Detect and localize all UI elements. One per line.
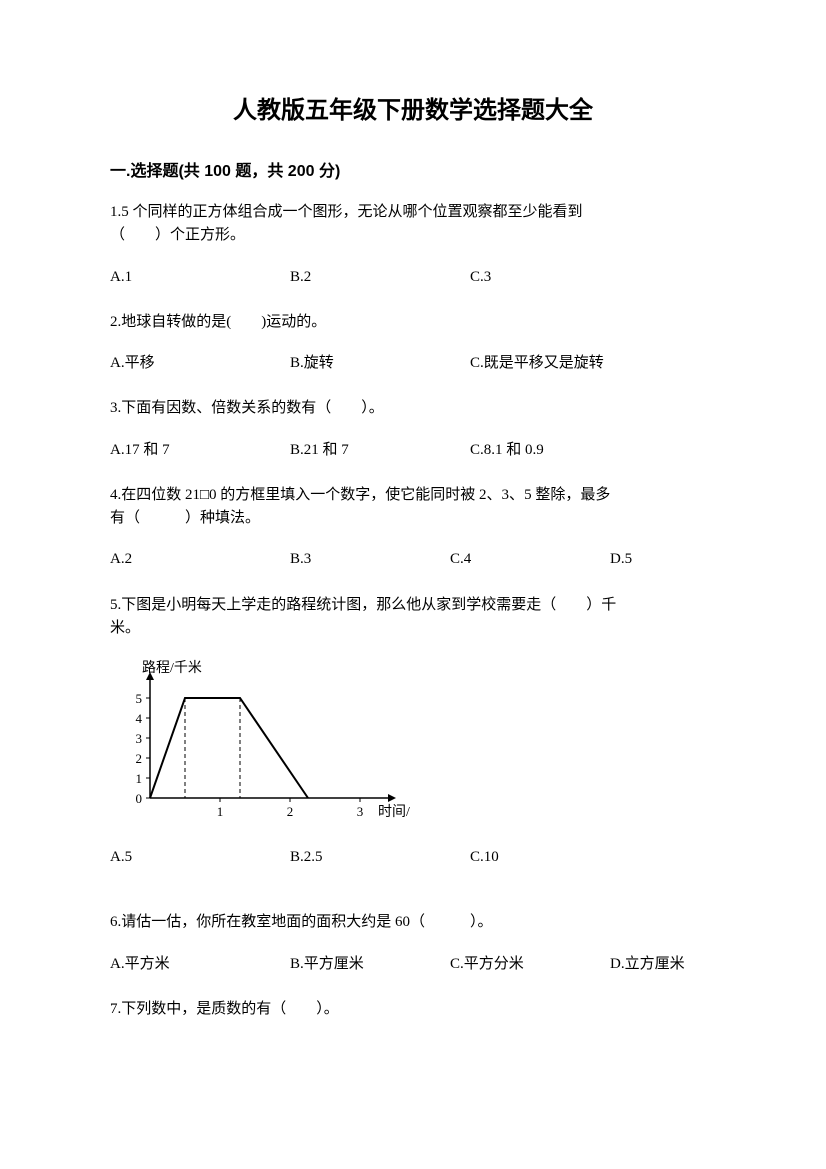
q4-options: A.2 B.3 C.4 D.5: [110, 548, 716, 571]
q4-opt-c: C.4: [450, 548, 610, 571]
q4-opt-b: B.3: [290, 548, 450, 571]
q5-chart: 路程/千米 0 1 2 3 4 5 1 2 3 时间/小时: [110, 658, 716, 818]
svg-text:时间/小时: 时间/小时: [378, 804, 410, 818]
q5-opt-a: A.5: [110, 846, 290, 869]
svg-text:5: 5: [136, 691, 143, 706]
svg-text:路程/千米: 路程/千米: [142, 660, 202, 676]
q3-opt-c: C.8.1 和 0.9: [470, 439, 544, 462]
q1-line2: （ ）个正方形。: [110, 227, 245, 243]
svg-text:4: 4: [136, 711, 143, 726]
svg-text:1: 1: [136, 771, 143, 786]
section-header: 一.选择题(共 100 题，共 200 分): [110, 157, 716, 181]
q1-line1: 1.5 个同样的正方体组合成一个图形，无论从哪个位置观察都至少能看到: [110, 204, 583, 220]
svg-text:3: 3: [357, 804, 364, 818]
q5-line1: 5.下图是小明每天上学走的路程统计图，那么他从家到学校需要走（ ）千: [110, 597, 616, 613]
q5-line2: 米。: [110, 620, 140, 636]
q5-options: A.5 B.2.5 C.10: [110, 846, 716, 869]
q1-opt-a: A.1: [110, 266, 290, 289]
q5-opt-b: B.2.5: [290, 846, 470, 869]
q3-opt-b: B.21 和 7: [290, 439, 470, 462]
q3-options: A.17 和 7 B.21 和 7 C.8.1 和 0.9: [110, 439, 716, 462]
q6-opt-a: A.平方米: [110, 953, 290, 976]
q1-options: A.1 B.2 C.3: [110, 266, 716, 289]
question-7: 7.下列数中，是质数的有（ ）。: [110, 998, 716, 1021]
q2-opt-c: C.既是平移又是旋转: [470, 352, 604, 375]
q4-opt-d: D.5: [610, 548, 632, 571]
q1-opt-c: C.3: [470, 266, 491, 289]
q6-options: A.平方米 B.平方厘米 C.平方分米 D.立方厘米: [110, 953, 716, 976]
question-3: 3.下面有因数、倍数关系的数有（ ）。: [110, 397, 716, 420]
question-2: 2.地球自转做的是( )运动的。: [110, 311, 716, 334]
q5-opt-c: C.10: [470, 846, 499, 869]
svg-text:2: 2: [136, 751, 143, 766]
q6-opt-d: D.立方厘米: [610, 953, 685, 976]
svg-text:1: 1: [217, 804, 224, 818]
svg-text:2: 2: [287, 804, 294, 818]
q6-opt-c: C.平方分米: [450, 953, 610, 976]
question-6: 6.请估一估，你所在教室地面的面积大约是 60（ ）。: [110, 911, 716, 934]
question-1: 1.5 个同样的正方体组合成一个图形，无论从哪个位置观察都至少能看到 （ ）个正…: [110, 201, 716, 248]
q2-opt-b: B.旋转: [290, 352, 470, 375]
q6-opt-b: B.平方厘米: [290, 953, 450, 976]
question-5: 5.下图是小明每天上学走的路程统计图，那么他从家到学校需要走（ ）千 米。: [110, 594, 716, 641]
page-title: 人教版五年级下册数学选择题大全: [110, 90, 716, 125]
svg-text:0: 0: [136, 791, 143, 806]
question-4: 4.在四位数 21□0 的方框里填入一个数字，使它能同时被 2、3、5 整除，最…: [110, 484, 716, 531]
q1-opt-b: B.2: [290, 266, 470, 289]
q4-opt-a: A.2: [110, 548, 290, 571]
q2-opt-a: A.平移: [110, 352, 290, 375]
q4-line2: 有（ ）种填法。: [110, 510, 260, 526]
q4-line1: 4.在四位数 21□0 的方框里填入一个数字，使它能同时被 2、3、5 整除，最…: [110, 487, 610, 503]
q2-options: A.平移 B.旋转 C.既是平移又是旋转: [110, 352, 716, 375]
q3-opt-a: A.17 和 7: [110, 439, 290, 462]
line-chart-svg: 路程/千米 0 1 2 3 4 5 1 2 3 时间/小时: [110, 658, 410, 818]
svg-text:3: 3: [136, 731, 143, 746]
